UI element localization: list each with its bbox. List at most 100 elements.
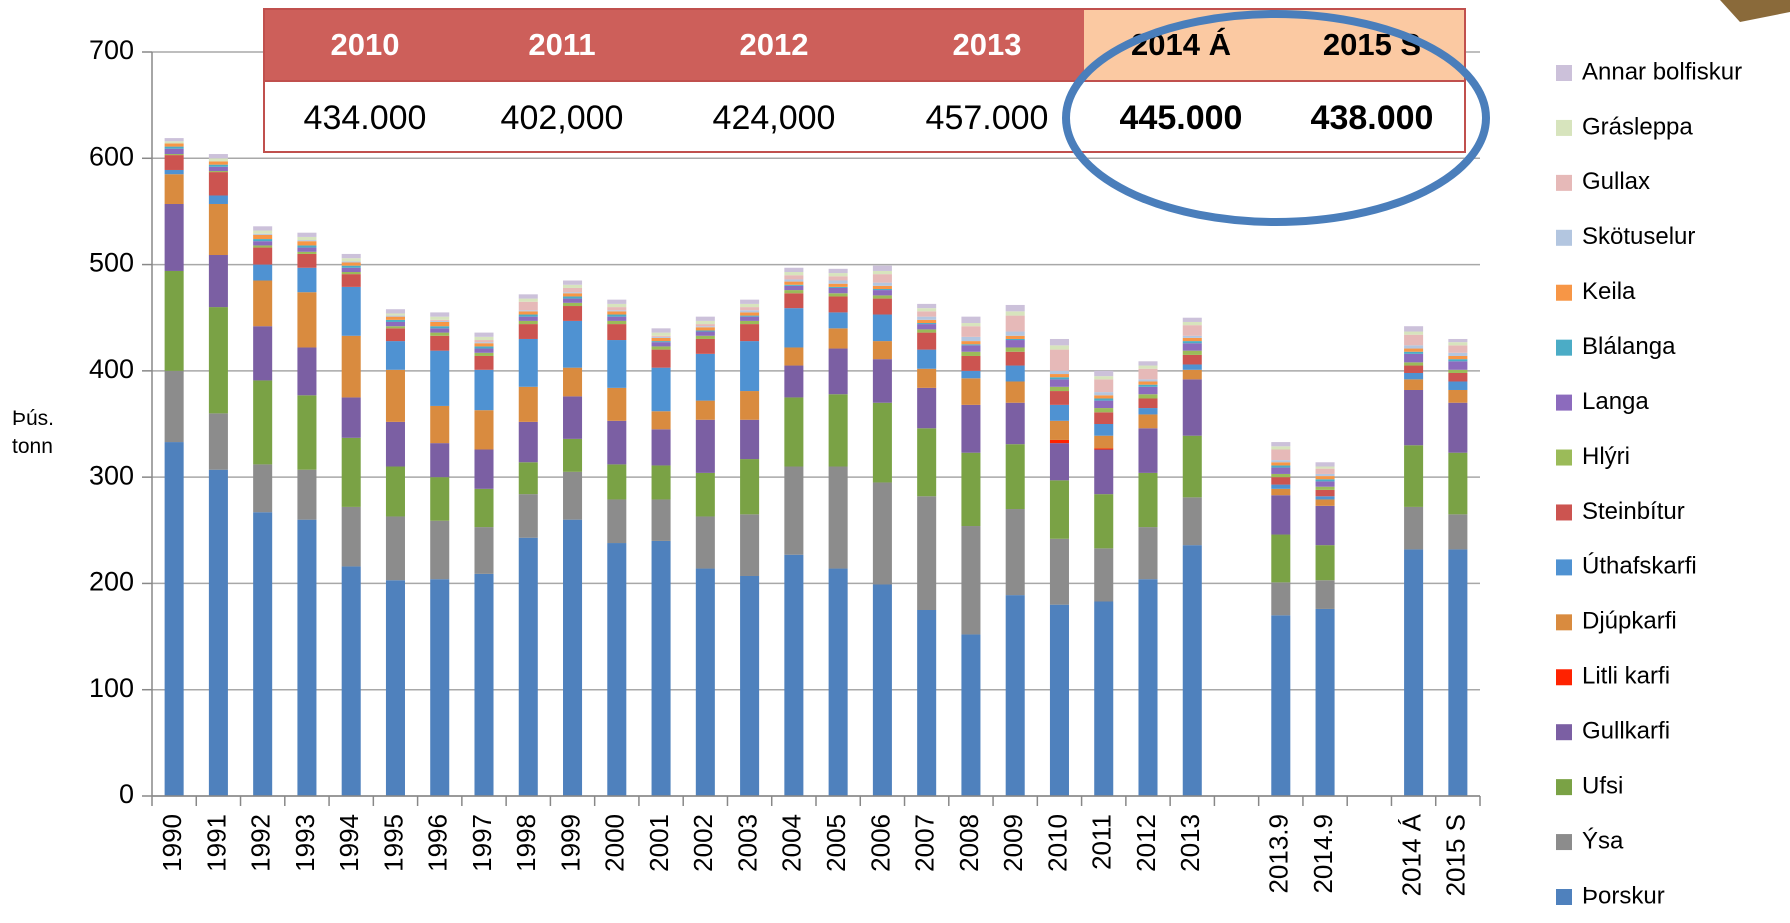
bar-segment — [341, 253, 361, 259]
bar-segment — [1182, 364, 1202, 370]
bar-segment — [607, 314, 627, 317]
bar-segment — [740, 312, 760, 316]
bar-segment — [208, 203, 228, 256]
bar-segment — [1182, 545, 1202, 796]
bar-segment — [1315, 496, 1335, 500]
bar-segment — [518, 320, 538, 325]
bar-segment — [961, 634, 981, 796]
bar-segment — [828, 287, 848, 294]
bar-segment — [430, 326, 450, 329]
bar-segment — [784, 279, 804, 282]
x-tick-label: 2003 — [732, 814, 762, 872]
bar-segment — [740, 324, 760, 342]
bar-segment — [695, 324, 715, 327]
bar-segment — [341, 272, 361, 275]
bar-segment — [872, 482, 892, 585]
bar-segment — [961, 326, 981, 337]
bar-segment — [385, 316, 405, 320]
bar-segment — [1005, 509, 1025, 596]
bar-segment — [607, 303, 627, 308]
legend-swatch — [1556, 504, 1572, 521]
bar-segment — [563, 320, 583, 368]
bar-segment — [1005, 595, 1025, 796]
bar-segment — [1315, 468, 1335, 474]
bar-segment — [1049, 443, 1069, 481]
bar-segment — [740, 307, 760, 311]
bar-segment — [164, 143, 184, 147]
bar-segment — [1138, 398, 1158, 409]
bar-segment — [784, 347, 804, 366]
bar-segment — [1182, 337, 1202, 342]
bar-segment — [695, 320, 715, 325]
bar-segment — [740, 316, 760, 321]
bar-segment — [961, 323, 981, 327]
bar-segment — [872, 285, 892, 290]
bar-segment — [828, 328, 848, 349]
bar-segment — [430, 328, 450, 333]
bar-segment — [208, 164, 228, 167]
bar-segment — [651, 411, 671, 430]
legend-label: Langa — [1582, 388, 1649, 415]
bar-segment — [1138, 379, 1158, 382]
bar-segment — [1315, 489, 1335, 497]
bar-segment — [1448, 372, 1468, 382]
legend-label: Skötuselur — [1582, 223, 1695, 250]
bar-segment — [1271, 467, 1291, 474]
bar-segment — [518, 298, 538, 302]
bar-segment — [1049, 538, 1069, 605]
legend-label: Þorskur — [1582, 882, 1665, 909]
bar-segment — [341, 397, 361, 438]
bar-segment — [164, 138, 184, 142]
bar-segment — [917, 496, 937, 610]
bar-segment — [1094, 449, 1114, 495]
table-value: 457.000 — [926, 99, 1049, 137]
bar-segment — [1138, 472, 1158, 528]
bar-segment — [1448, 355, 1468, 360]
x-tick-label: 2000 — [600, 814, 630, 872]
summary-table: 2010 434.000 2011 402,000 2012 424,000 2013 457… — [263, 8, 1466, 153]
bar-segment — [1049, 480, 1069, 539]
bar-segment — [695, 326, 715, 328]
bar-segment — [784, 554, 804, 796]
bar-segment — [917, 316, 937, 320]
bar-segment — [607, 387, 627, 421]
bar-segment — [474, 410, 494, 450]
bar-segment — [208, 195, 228, 204]
bar-segment — [430, 319, 450, 321]
bar-segment — [1271, 534, 1291, 583]
bar-segment — [1448, 549, 1468, 796]
legend-swatch — [1556, 724, 1572, 741]
bar-segment — [385, 516, 405, 581]
highlight-ellipse — [1062, 10, 1490, 226]
bar-segment — [1271, 460, 1291, 463]
bar-segment — [1138, 527, 1158, 580]
bar-segment — [917, 428, 937, 497]
bar-segment — [164, 146, 184, 149]
bar-segment — [961, 452, 981, 527]
bar-segment — [253, 233, 273, 235]
bar-segment — [385, 369, 405, 422]
bar-segment — [1138, 365, 1158, 369]
x-tick-label: 1995 — [378, 814, 408, 872]
bar-segment — [961, 316, 981, 324]
y-tick-label: 400 — [89, 354, 134, 384]
bar-segment — [1315, 473, 1335, 477]
bar-segment — [1138, 368, 1158, 380]
bar-segment — [563, 396, 583, 439]
bar-segment — [1404, 379, 1424, 390]
legend-label: Ýsa — [1582, 827, 1624, 854]
bar-segment — [297, 253, 317, 268]
bar-segment — [872, 282, 892, 286]
bar-segment — [1138, 579, 1158, 796]
x-tick-label: 2002 — [688, 814, 718, 872]
x-tick-label: 1996 — [423, 814, 453, 872]
bar-segment — [164, 442, 184, 796]
bar-segment — [1138, 428, 1158, 473]
legend-label: Grásleppa — [1582, 113, 1693, 140]
bar-segment — [917, 329, 937, 333]
bar-segment — [740, 459, 760, 515]
bar-segment — [784, 281, 804, 285]
bar-segment — [430, 405, 450, 444]
x-tick-label: 2015 S — [1441, 814, 1471, 896]
